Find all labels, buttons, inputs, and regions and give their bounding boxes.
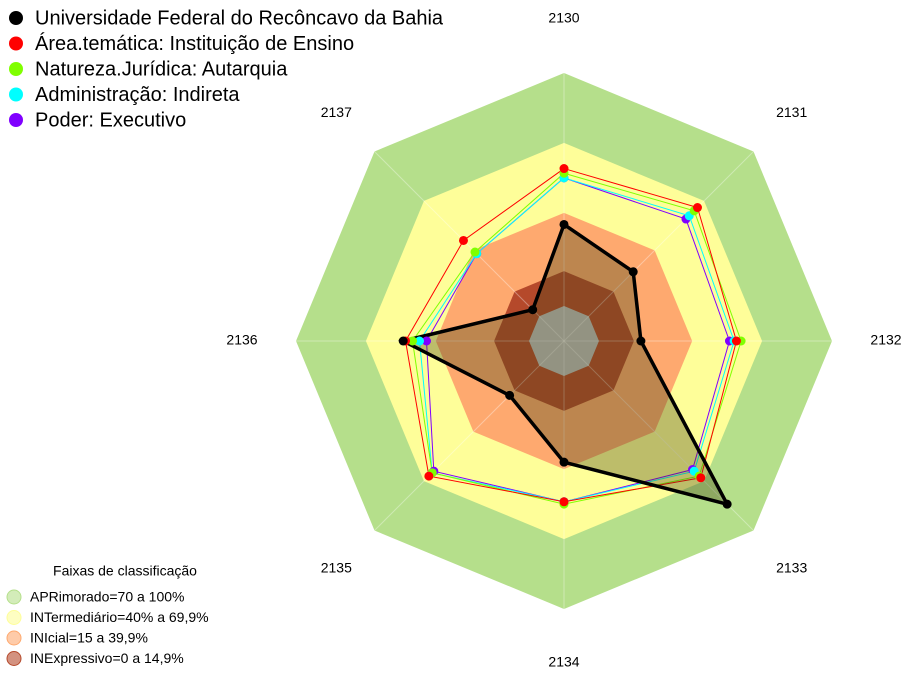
data-point [458,235,468,245]
band-legend-marker [6,630,22,646]
axis-label: 2136 [226,332,257,348]
band-core [529,306,599,376]
axis-label: 2130 [548,10,579,26]
band-legend-marker [6,610,22,625]
axis-label: 2134 [548,654,579,670]
legend-label: Universidade Federal do Recôncavo da Bah… [35,7,444,29]
band-legend-marker [6,589,22,605]
data-point [636,336,646,346]
axis-label: 2137 [321,104,352,120]
data-point [696,473,706,483]
data-point [415,336,425,346]
legend-label: Natureza.Jurídica: Autarquia [35,58,288,80]
data-point [731,336,741,346]
data-point [422,336,432,346]
axis-label: 2133 [776,559,807,575]
band-legend-marker [6,651,22,666]
data-point [692,203,702,213]
data-point [722,499,732,509]
data-point [424,471,434,481]
band-legend-label: INTermediário=40% a 69,9% [30,609,209,625]
band-legend-label: INIcial=15 a 39,9% [30,630,148,646]
data-point [470,247,480,257]
spoke [374,340,565,531]
axis-label: 2132 [870,332,901,348]
data-point [559,497,569,507]
legend-marker [9,87,23,102]
band-legend-label: APRimorado=70 a 100% [30,589,185,605]
axis-label: 2131 [776,104,807,120]
legend-marker [9,11,23,25]
legend-marker [9,113,23,127]
axis-label: 2135 [321,559,352,575]
legend-label: Poder: Executivo [35,109,186,131]
data-point [408,336,418,346]
data-point [628,267,638,277]
data-point [559,219,569,229]
data-point [559,457,569,467]
spoke [563,340,754,531]
legend-marker [9,36,23,51]
data-point [528,305,538,315]
legend-label: Área.temática: Instituição de Ensino [35,32,354,55]
data-point [559,164,569,174]
band-legend-label: INExpressivo=0 a 14,9% [30,650,184,666]
legend-label: Administração: Indireta [35,84,240,106]
data-point [505,390,515,400]
legend-marker [9,62,23,76]
bands-title: Faixas de classificação [53,563,197,579]
data-point [398,336,408,346]
spoke [563,151,754,342]
